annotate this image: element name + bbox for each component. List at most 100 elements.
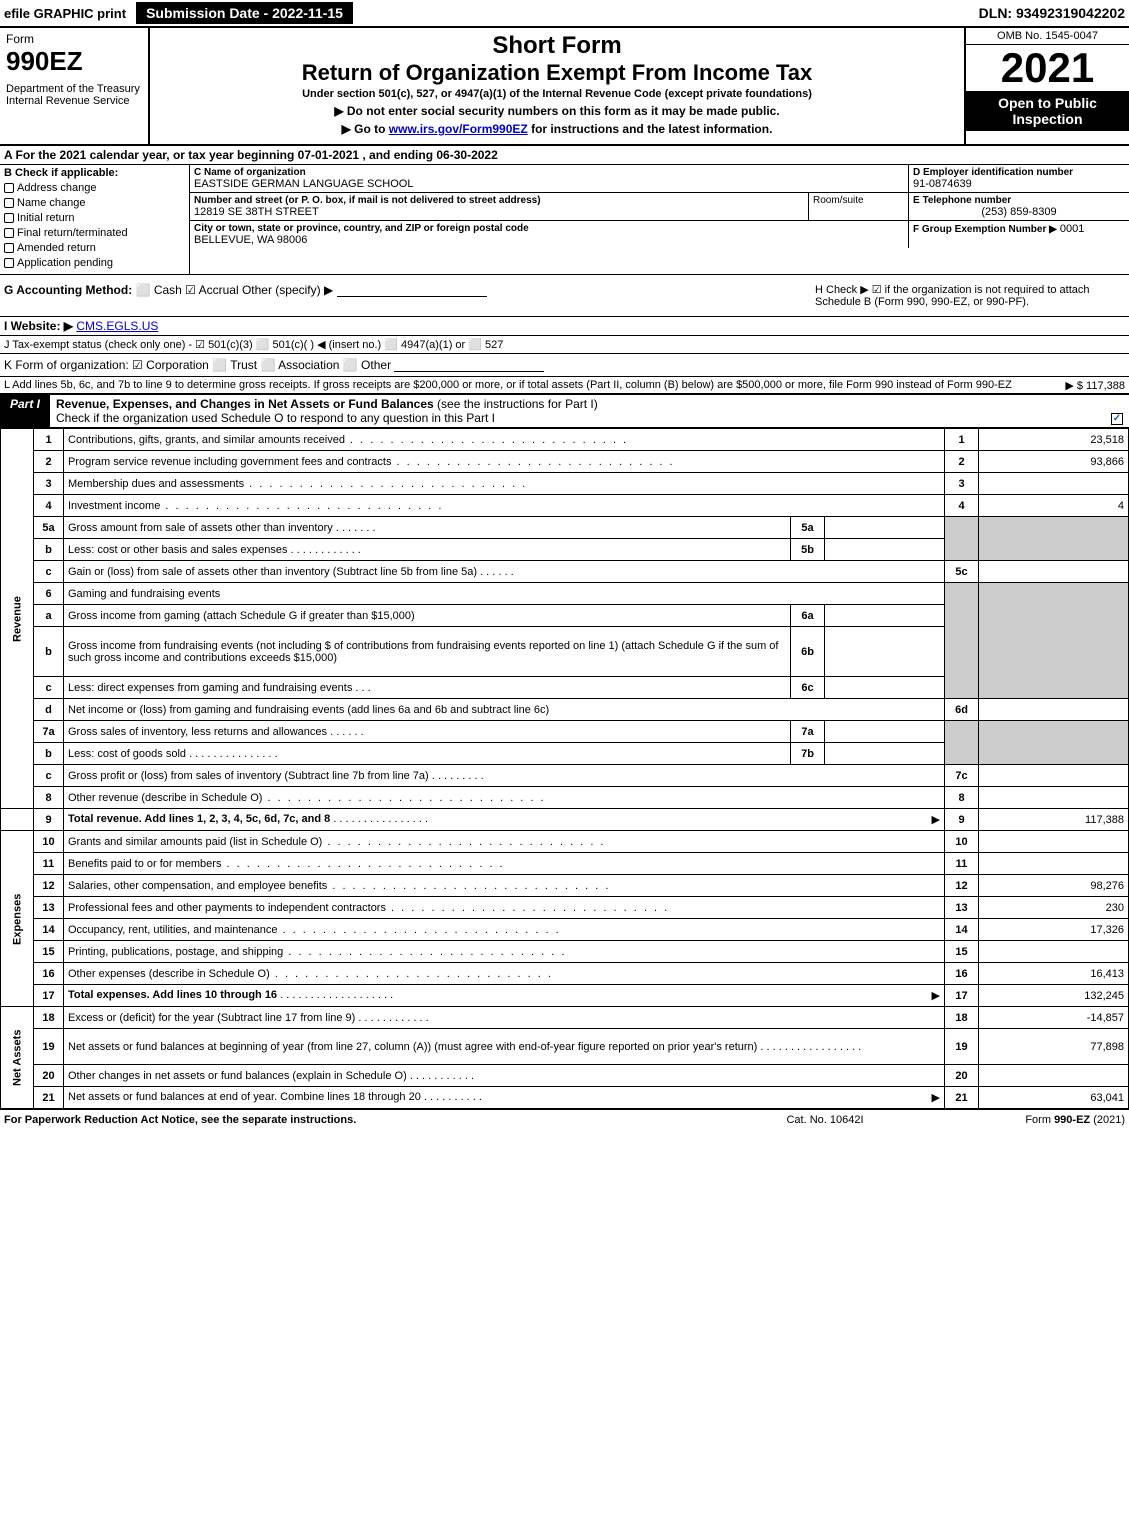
line-19-col: 19 <box>945 1029 979 1065</box>
efile-label: efile GRAPHIC print <box>4 6 132 21</box>
line-15-desc: Printing, publications, postage, and shi… <box>64 941 945 963</box>
line-6-shaded-val <box>979 583 1129 699</box>
line-2-desc: Program service revenue including govern… <box>64 451 945 473</box>
header-left: Form 990EZ Department of the Treasury In… <box>0 28 150 144</box>
line-10-col: 10 <box>945 831 979 853</box>
line-20-col: 20 <box>945 1065 979 1087</box>
line-j: J Tax-exempt status (check only one) - ☑… <box>0 336 1129 354</box>
org-name-label: C Name of organization <box>194 167 904 178</box>
check-amended: Amended return <box>4 242 185 254</box>
line-6d-val <box>979 699 1129 721</box>
line-g-h: G Accounting Method: ⬜ Cash ☑ Accrual Ot… <box>0 275 1129 317</box>
org-name-cell: C Name of organization EASTSIDE GERMAN L… <box>190 165 909 192</box>
line-7c-desc: Gross profit or (loss) from sales of inv… <box>64 765 945 787</box>
line-16-desc: Other expenses (describe in Schedule O) <box>64 963 945 985</box>
other-org-blank[interactable] <box>394 360 544 372</box>
line-21-col: 21 <box>945 1087 979 1109</box>
line-5b-sub: 5b <box>791 539 825 561</box>
line-7a-sub: 7a <box>791 721 825 743</box>
line-3-col: 3 <box>945 473 979 495</box>
line-6a-num: a <box>34 605 64 627</box>
footer-center: Cat. No. 10642I <box>725 1114 925 1126</box>
line-6b-subval <box>825 627 945 677</box>
line-6b-desc: Gross income from fundraising events (no… <box>64 627 791 677</box>
irs-link[interactable]: www.irs.gov/Form990EZ <box>389 122 528 136</box>
subtitle: Under section 501(c), 527, or 4947(a)(1)… <box>158 88 956 100</box>
line-g-options: ⬜ Cash ☑ Accrual Other (specify) ▶ <box>136 283 334 297</box>
identification-block: B Check if applicable: Address change Na… <box>0 165 1129 275</box>
dln: DLN: 93492319042202 <box>979 5 1125 21</box>
expenses-label: Expenses <box>1 831 34 1007</box>
instruction-link: ▶ Go to www.irs.gov/Form990EZ for instru… <box>158 122 956 136</box>
ein-label: D Employer identification number <box>913 167 1125 178</box>
check-address: Address change <box>4 182 185 194</box>
phone-cell: E Telephone number (253) 859-8309 <box>909 193 1129 220</box>
footer-right-bold: 990-EZ <box>1054 1114 1090 1126</box>
city-value: BELLEVUE, WA 98006 <box>194 234 904 246</box>
part-1-desc: (see the instructions for Part I) <box>437 397 598 411</box>
line-2-col: 2 <box>945 451 979 473</box>
line-k-text: K Form of organization: ☑ Corporation ⬜ … <box>4 358 391 372</box>
line-6-num: 6 <box>34 583 64 605</box>
line-i: I Website: ▶ CMS.EGLS.US <box>0 317 1129 336</box>
line-7b-subval <box>825 743 945 765</box>
line-8-num: 8 <box>34 787 64 809</box>
form-number: 990EZ <box>6 46 142 77</box>
checkbox-pending[interactable] <box>4 258 14 268</box>
line-7ab-shaded <box>945 721 979 765</box>
line-18-val: -14,857 <box>979 1007 1129 1029</box>
line-19-desc: Net assets or fund balances at beginning… <box>64 1029 945 1065</box>
line-6c-desc: Less: direct expenses from gaming and fu… <box>64 677 791 699</box>
line-6c-subval <box>825 677 945 699</box>
line-16-col: 16 <box>945 963 979 985</box>
line-14-desc: Occupancy, rent, utilities, and maintena… <box>64 919 945 941</box>
part-1-schedule-o-checkbox[interactable] <box>1111 413 1123 425</box>
group-label: F Group Exemption Number ▶ <box>913 224 1057 235</box>
line-18-desc: Excess or (deficit) for the year (Subtra… <box>64 1007 945 1029</box>
line-5b-desc: Less: cost or other basis and sales expe… <box>64 539 791 561</box>
instruction-ssn: ▶ Do not enter social security numbers o… <box>158 104 956 118</box>
line-19-num: 19 <box>34 1029 64 1065</box>
line-12-col: 12 <box>945 875 979 897</box>
line-17-desc: Total expenses. Add lines 10 through 16 … <box>64 985 945 1007</box>
check-final: Final return/terminated <box>4 227 185 239</box>
checkbox-name[interactable] <box>4 198 14 208</box>
website-link[interactable]: CMS.EGLS.US <box>76 319 158 333</box>
other-specify-blank[interactable] <box>337 285 487 297</box>
line-6b-num: b <box>34 627 64 677</box>
checkbox-initial[interactable] <box>4 213 14 223</box>
section-a: A For the 2021 calendar year, or tax yea… <box>0 146 1129 165</box>
line-l: L Add lines 5b, 6c, and 7b to line 9 to … <box>0 377 1129 395</box>
line-7a-num: 7a <box>34 721 64 743</box>
line-4-val: 4 <box>979 495 1129 517</box>
netassets-label: Net Assets <box>1 1007 34 1109</box>
footer-right: Form 990-EZ (2021) <box>925 1114 1125 1126</box>
line-21-desc: Net assets or fund balances at end of ye… <box>64 1087 945 1109</box>
checkbox-amended[interactable] <box>4 243 14 253</box>
line-l-text: L Add lines 5b, 6c, and 7b to line 9 to … <box>4 379 1012 391</box>
line-5ab-shaded <box>945 517 979 561</box>
line-9-col: 9 <box>945 809 979 831</box>
line-14-col: 14 <box>945 919 979 941</box>
line-4-desc: Investment income <box>64 495 945 517</box>
line-12-num: 12 <box>34 875 64 897</box>
city-cell: City or town, state or province, country… <box>190 221 909 248</box>
line-18-col: 18 <box>945 1007 979 1029</box>
line-5c-col: 5c <box>945 561 979 583</box>
checkbox-final[interactable] <box>4 228 14 238</box>
top-bar: efile GRAPHIC print Submission Date - 20… <box>0 0 1129 28</box>
line-g-label: G Accounting Method: <box>4 283 132 297</box>
section-cd: C Name of organization EASTSIDE GERMAN L… <box>190 165 1129 274</box>
line-21-num: 21 <box>34 1087 64 1109</box>
line-10-val <box>979 831 1129 853</box>
revenue-label: Revenue <box>1 429 34 809</box>
street-value: 12819 SE 38TH STREET <box>194 206 804 218</box>
return-title: Return of Organization Exempt From Incom… <box>158 60 956 86</box>
line-11-col: 11 <box>945 853 979 875</box>
line-1-desc: Contributions, gifts, grants, and simila… <box>64 429 945 451</box>
line-16-num: 16 <box>34 963 64 985</box>
part-1-table: Revenue 1 Contributions, gifts, grants, … <box>0 428 1129 1109</box>
line-21-val: 63,041 <box>979 1087 1129 1109</box>
checkbox-address[interactable] <box>4 183 14 193</box>
line-2-num: 2 <box>34 451 64 473</box>
